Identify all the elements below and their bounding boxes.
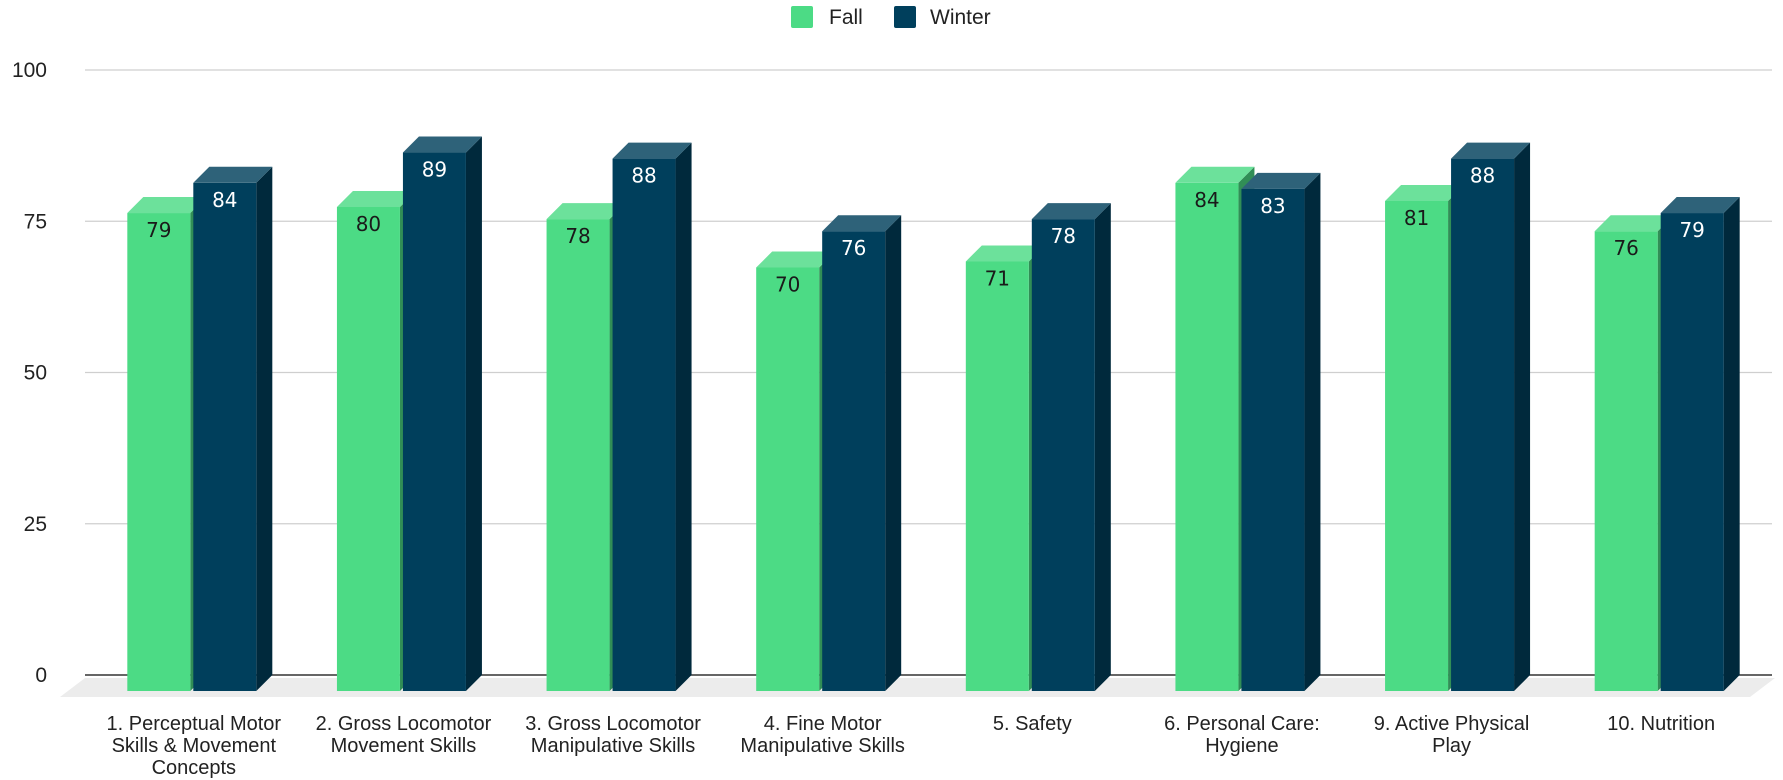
y-axis-ticks: 0 25 50 75 100: [12, 59, 47, 687]
y-tick-label: 0: [35, 664, 47, 687]
bar-front: [613, 159, 676, 691]
data-label: 78: [565, 224, 590, 248]
legend-label-fall: Fall: [829, 6, 863, 29]
bar-winter: [1032, 203, 1111, 691]
y-tick-label: 100: [12, 59, 47, 82]
bar-side: [885, 215, 901, 691]
category-label: 2. Gross Locomotor Movement Skills: [316, 713, 492, 757]
bar-winter: [403, 137, 482, 691]
bar-front: [1661, 213, 1724, 691]
bar-front: [193, 183, 256, 691]
data-label: 84: [1194, 188, 1219, 212]
data-label: 76: [841, 236, 866, 260]
data-label: 89: [422, 158, 447, 182]
data-label: 88: [631, 164, 656, 188]
category-label: 6. Personal Care: Hygiene: [1164, 713, 1320, 757]
x-axis-categories: 1. Perceptual Motor Skills & Movement Conc…: [107, 713, 1716, 779]
data-label: 76: [1613, 236, 1638, 260]
bar-side: [256, 167, 272, 691]
bar-front: [337, 207, 400, 691]
bar-front: [1451, 159, 1514, 691]
bar-winter: [1451, 143, 1530, 691]
category-label: 4. Fine Motor Manipulative Skills: [740, 713, 905, 757]
bar-side: [1095, 203, 1111, 691]
legend-label-winter: Winter: [930, 6, 991, 29]
bar-front: [127, 213, 190, 691]
bar-winter: [1661, 197, 1740, 691]
y-tick-label: 25: [24, 513, 47, 536]
legend: Fall Winter: [791, 6, 991, 29]
category-label: 9. Active Physical Play: [1374, 713, 1530, 757]
y-tick-label: 50: [24, 362, 47, 385]
legend-swatch-winter: [894, 6, 916, 28]
bar-front: [1385, 201, 1448, 691]
data-label: 79: [146, 218, 171, 242]
data-label: 88: [1470, 164, 1495, 188]
bar-winter: [193, 167, 272, 691]
data-label: 81: [1404, 206, 1429, 230]
category-label: 5. Safety: [993, 713, 1072, 735]
bar-winter: [613, 143, 692, 691]
category-label: 10. Nutrition: [1607, 713, 1715, 735]
bar-side: [676, 143, 692, 691]
bar-front: [756, 268, 819, 692]
bar-side: [1304, 173, 1320, 691]
bar-front: [403, 153, 466, 691]
bar-winter: [822, 215, 901, 691]
bar-winter: [1241, 173, 1320, 691]
bar-side: [1724, 197, 1740, 691]
bar-front: [1241, 189, 1304, 691]
data-label: 78: [1051, 224, 1076, 248]
data-label: 71: [985, 266, 1010, 290]
bar-side: [466, 137, 482, 691]
data-label: 80: [356, 212, 381, 236]
y-tick-label: 75: [24, 210, 47, 233]
bar-front: [1032, 219, 1095, 691]
data-label: 79: [1679, 218, 1704, 242]
data-label: 70: [775, 273, 800, 297]
category-label: 1. Perceptual Motor Skills & Movement Conc…: [107, 713, 282, 779]
bar-side: [1514, 143, 1530, 691]
legend-swatch-fall: [791, 6, 813, 28]
bar-front: [822, 231, 885, 691]
data-label: 84: [212, 188, 237, 212]
bar-front: [966, 261, 1029, 691]
category-label: 3. Gross Locomotor Manipulative Skills: [525, 713, 701, 757]
bar-front: [1175, 183, 1238, 691]
bar-front: [547, 219, 610, 691]
bar-front: [1595, 231, 1658, 691]
data-label: 83: [1260, 194, 1285, 218]
